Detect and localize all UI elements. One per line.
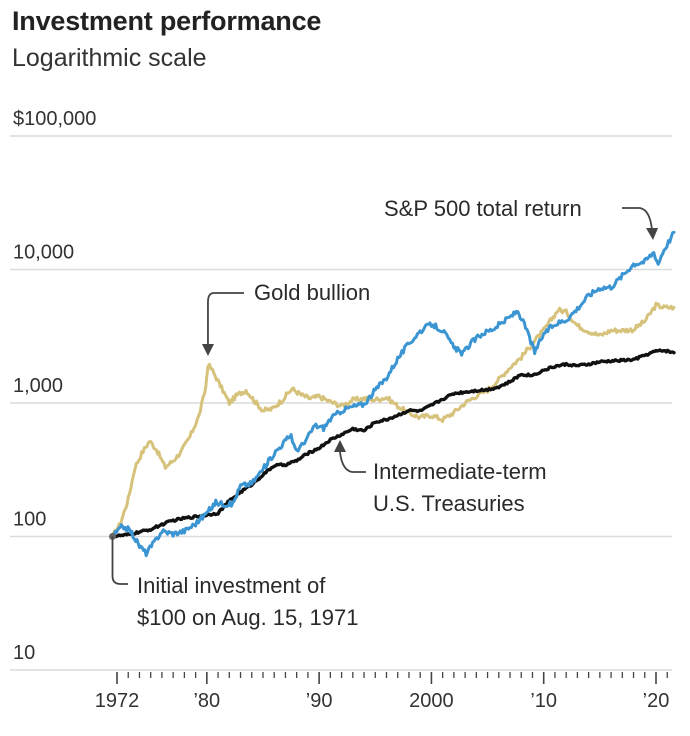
y-tick-label: 10,000: [13, 242, 74, 264]
y-tick-label: 1,000: [13, 375, 63, 397]
x-tick-label: ’10: [530, 690, 557, 712]
y-tick-label: 100: [13, 509, 46, 531]
x-axis: 1972 ’80 ’90 2000 ’10 ’20: [95, 672, 670, 712]
sp500-annotation-label: S&P 500 total return: [384, 196, 582, 221]
sp500-annotation-arrow-icon: [646, 228, 658, 240]
treasuries-annotation-arrow-icon: [334, 440, 346, 452]
y-tick-label: 10: [13, 642, 35, 664]
x-tick-label: 1972: [95, 690, 140, 712]
gold-annotation-arrow-icon: [201, 344, 214, 356]
x-tick-label: ’20: [643, 690, 670, 712]
series-lines: [109, 230, 676, 558]
initial-investment-label-line2: $100 on Aug. 15, 1971: [137, 605, 358, 630]
x-tick-label: 2000: [409, 690, 454, 712]
initial-investment-label-line1: Initial investment of: [137, 573, 326, 598]
x-tick-label: ’80: [193, 690, 220, 712]
treasuries-annotation-leader: [339, 451, 366, 473]
treasuries-annotation-label-line2: U.S. Treasuries: [373, 491, 525, 516]
annotations: Gold bullion S&P 500 total return Intermed…: [111, 196, 658, 630]
x-tick-label: ’90: [306, 690, 333, 712]
chart-subtitle: Logarithmic scale: [12, 44, 207, 72]
treasuries-annotation-label-line1: Intermediate-term: [373, 459, 547, 484]
y-tick-label: $100,000: [13, 108, 96, 130]
series-line-intermediate-term-u-s-treasuries: [110, 348, 676, 539]
gold-annotation-leader: [207, 292, 244, 345]
chart-title: Investment performance: [12, 6, 322, 36]
initial-investment-leader: [111, 536, 128, 585]
y-tick-labels: $100,000 10,000 1,000 100 10: [13, 108, 96, 664]
series-line-gold-bullion: [111, 301, 676, 538]
gold-annotation-label: Gold bullion: [254, 280, 370, 305]
sp500-annotation-leader: [622, 207, 653, 231]
series-line-s-p-500-total-return: [111, 230, 676, 558]
